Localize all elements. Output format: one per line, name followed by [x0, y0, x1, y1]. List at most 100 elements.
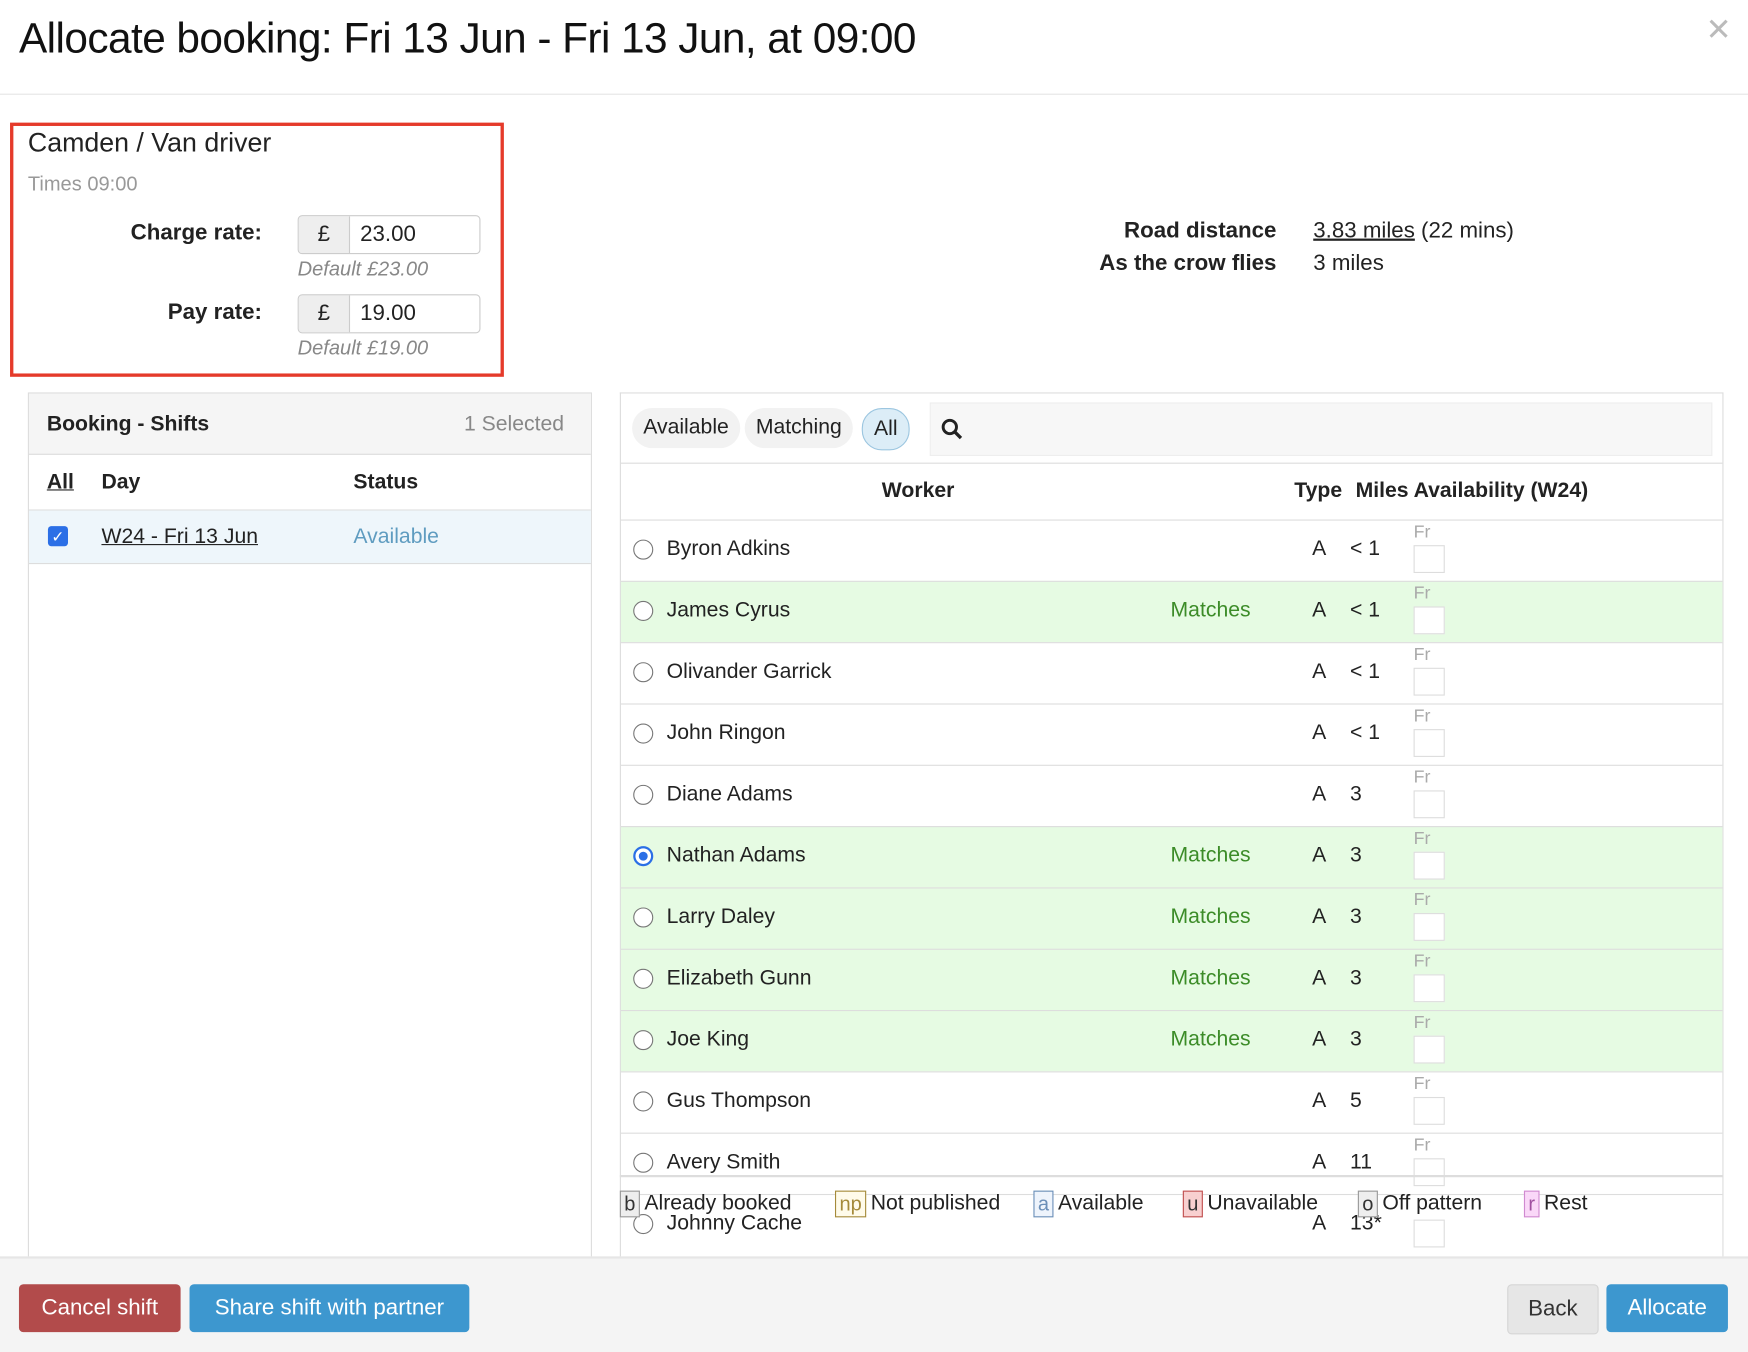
- availability-cell[interactable]: [1413, 1035, 1445, 1064]
- legend-item-available: a Available: [1033, 1190, 1144, 1218]
- legend-swatch: o: [1357, 1190, 1378, 1218]
- availability-cell[interactable]: [1413, 1158, 1445, 1187]
- worker-row[interactable]: Larry Daley Matches A 3 Fr: [620, 887, 1723, 949]
- charge-rate-input[interactable]: £ 23.00: [297, 215, 481, 255]
- availability-day-label: Fr: [1413, 645, 1431, 665]
- header-divider: [0, 93, 1748, 95]
- worker-name: James Cyrus: [666, 598, 791, 623]
- worker-miles: 3: [1350, 843, 1362, 868]
- availability-day-label: Fr: [1413, 584, 1431, 604]
- worker-radio[interactable]: [633, 968, 654, 989]
- worker-type: A: [1312, 1211, 1327, 1236]
- legend-swatch: np: [834, 1190, 867, 1218]
- availability-cell[interactable]: [1413, 606, 1445, 635]
- legend-swatch: a: [1033, 1190, 1054, 1218]
- worker-row[interactable]: Diane Adams A 3 Fr: [620, 764, 1723, 826]
- worker-radio[interactable]: [633, 846, 654, 867]
- worker-name: Diane Adams: [666, 782, 793, 807]
- worker-name: Olivander Garrick: [666, 659, 832, 684]
- availability-cell[interactable]: [1413, 729, 1445, 757]
- worker-radio[interactable]: [633, 1152, 654, 1173]
- road-time: (22 mins): [1421, 218, 1514, 244]
- worker-name: Joe King: [666, 1027, 750, 1052]
- worker-radio[interactable]: [633, 723, 654, 744]
- pay-rate-value[interactable]: 19.00: [360, 300, 416, 326]
- worker-type: A: [1312, 782, 1327, 807]
- worker-row[interactable]: Olivander Garrick A < 1 Fr: [620, 642, 1723, 703]
- shift-day-link[interactable]: W24 - Fri 13 Jun: [101, 525, 259, 549]
- worker-radio[interactable]: [633, 1214, 654, 1235]
- worker-miles: < 1: [1350, 598, 1381, 623]
- search-icon: [941, 418, 963, 440]
- workers-panel: Available Matching All Worker Type Miles…: [619, 392, 1724, 1258]
- charge-rate-value[interactable]: 23.00: [360, 221, 416, 247]
- worker-radio[interactable]: [633, 662, 654, 683]
- worker-miles: 13*: [1350, 1211, 1382, 1236]
- panel-title: Booking - Shifts: [46, 412, 210, 436]
- availability-cell[interactable]: [1413, 790, 1445, 819]
- worker-row[interactable]: Nathan Adams Matches A 3 Fr: [620, 826, 1723, 888]
- worker-row[interactable]: Avery Smith A 11 Fr: [620, 1132, 1723, 1194]
- booking-shifts-panel: Booking - Shifts 1 Selected All Day Stat…: [27, 392, 592, 1259]
- availability-day-label: Fr: [1413, 706, 1431, 726]
- legend-item-off-pattern: o Off pattern: [1357, 1190, 1482, 1218]
- availability-cell[interactable]: [1413, 913, 1445, 941]
- crow-flies-value: 3 miles: [1313, 250, 1384, 276]
- worker-radio[interactable]: [633, 907, 654, 928]
- pay-rate-label: Pay rate:: [167, 299, 262, 325]
- filter-all[interactable]: All: [861, 408, 910, 451]
- worker-row[interactable]: Johnny Cache A 13*: [620, 1193, 1723, 1255]
- availability-cell[interactable]: [1413, 667, 1445, 696]
- worker-row[interactable]: Elizabeth Gunn Matches A 3 Fr: [620, 948, 1723, 1011]
- match-label: Matches: [1170, 1027, 1251, 1052]
- worker-row[interactable]: John Ringon A < 1 Fr: [620, 703, 1723, 764]
- worker-row[interactable]: Joe King Matches A 3 Fr: [620, 1010, 1723, 1072]
- legend-swatch: r: [1523, 1190, 1540, 1218]
- worker-radio[interactable]: [633, 1030, 654, 1051]
- worker-row[interactable]: James Cyrus Matches A < 1 Fr: [620, 580, 1723, 643]
- cancel-shift-button[interactable]: Cancel shift: [18, 1284, 181, 1333]
- filter-available[interactable]: Available: [632, 408, 740, 449]
- availability-day-label: Fr: [1413, 1074, 1431, 1094]
- worker-row[interactable]: Gus Thompson A 5 Fr: [620, 1071, 1723, 1132]
- availability-day-label: Fr: [1413, 1135, 1431, 1155]
- column-type: Type: [1294, 479, 1343, 503]
- pay-rate-default: Default £19.00: [297, 336, 429, 359]
- worker-radio[interactable]: [633, 784, 654, 805]
- availability-cell[interactable]: [1413, 851, 1445, 880]
- select-all-link[interactable]: All: [46, 470, 74, 494]
- allocate-button[interactable]: Allocate: [1606, 1284, 1728, 1333]
- currency-addon: £: [298, 295, 351, 333]
- worker-miles: 5: [1350, 1089, 1362, 1113]
- column-status: Status: [353, 470, 419, 494]
- worker-name: Elizabeth Gunn: [666, 966, 812, 990]
- availability-cell[interactable]: [1413, 1219, 1445, 1248]
- worker-type: A: [1312, 598, 1327, 623]
- availability-cell[interactable]: [1413, 974, 1445, 1003]
- availability-cell[interactable]: [1413, 1096, 1445, 1125]
- worker-radio[interactable]: [633, 600, 654, 621]
- pay-rate-input[interactable]: £ 19.00: [297, 294, 481, 334]
- worker-type: A: [1312, 659, 1327, 684]
- worker-radio[interactable]: [633, 539, 654, 560]
- back-button[interactable]: Back: [1507, 1284, 1599, 1335]
- legend-item-rest: r Rest: [1523, 1190, 1588, 1218]
- legend-item-already-booked: b Already booked: [619, 1190, 792, 1218]
- match-label: Matches: [1170, 905, 1251, 929]
- legend-label: Unavailable: [1207, 1191, 1319, 1216]
- availability-day-label: Fr: [1413, 522, 1431, 542]
- worker-miles: 3: [1350, 1027, 1362, 1052]
- match-label: Matches: [1170, 966, 1251, 990]
- share-shift-button[interactable]: Share shift with partner: [189, 1284, 470, 1333]
- modal-footer: Cancel shift Share shift with partner Ba…: [0, 1256, 1748, 1352]
- search-input[interactable]: [929, 402, 1713, 456]
- rates-highlight-box: [10, 122, 504, 377]
- worker-radio[interactable]: [633, 1091, 654, 1112]
- worker-row[interactable]: Byron Adkins A < 1 Fr: [620, 519, 1723, 580]
- availability-day-label: Fr: [1413, 890, 1431, 910]
- filter-matching[interactable]: Matching: [744, 408, 853, 449]
- road-distance-link[interactable]: 3.83 miles: [1313, 218, 1415, 244]
- shift-checkbox[interactable]: ✓: [47, 526, 69, 547]
- close-icon[interactable]: ✕: [1705, 12, 1732, 47]
- availability-cell[interactable]: [1413, 545, 1445, 574]
